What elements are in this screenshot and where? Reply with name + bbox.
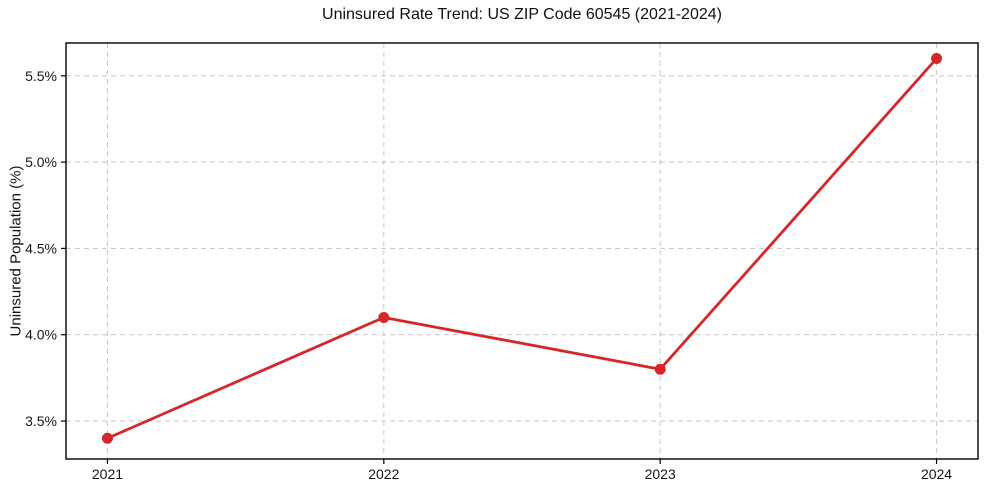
y-tick-label: 3.5%: [25, 413, 57, 429]
y-tick-label: 5.0%: [25, 154, 57, 170]
plot-border: [65, 42, 979, 460]
data-point: [654, 363, 666, 375]
trend-line: [106, 57, 938, 440]
chart-title: Uninsured Rate Trend: US ZIP Code 60545 …: [322, 6, 722, 23]
data-point: [101, 432, 113, 444]
x-tick-label: 2021: [92, 466, 123, 482]
x-tick-label: 2023: [645, 466, 676, 482]
y-tick-label: 5.5%: [25, 68, 57, 84]
y-axis-label: Uninsured Population (%): [7, 165, 25, 337]
x-tick-label: 2024: [921, 466, 952, 482]
y-tick-label: 4.5%: [25, 240, 57, 256]
data-point: [378, 311, 390, 323]
y-tick-label: 4.0%: [25, 327, 57, 343]
data-point: [931, 53, 943, 65]
x-tick-label: 2022: [368, 466, 399, 482]
